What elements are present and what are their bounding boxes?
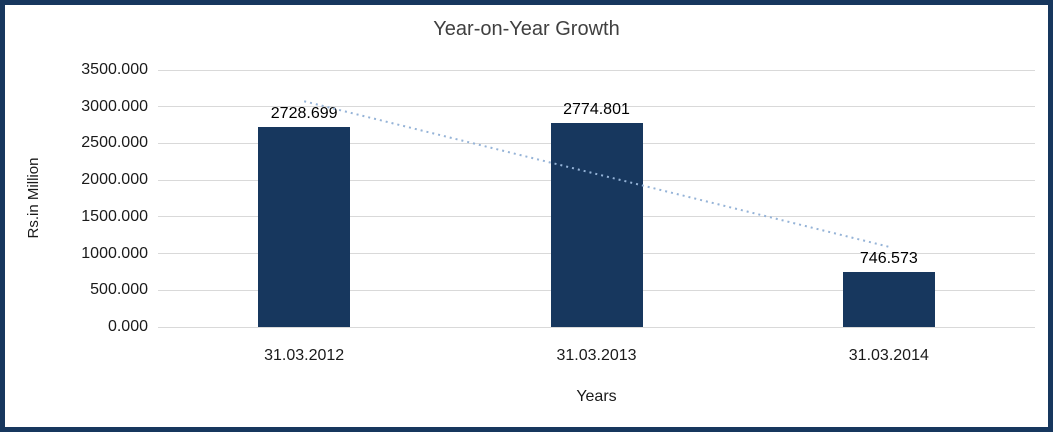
y-axis-tick-label: 0.000 — [107, 318, 148, 335]
y-axis-tick-label: 500.000 — [90, 281, 148, 299]
bar — [842, 272, 935, 327]
bar-data-label: 2774.801 — [563, 101, 630, 119]
y-axis-tick-label: 3500.000 — [81, 61, 148, 78]
gridline — [158, 69, 1035, 71]
y-axis-tick-label: 1500.000 — [81, 207, 148, 225]
x-axis-tick-label: 31.03.2014 — [848, 347, 929, 364]
y-axis-tick-label: 2000.000 — [81, 171, 148, 189]
x-axis-title: Years — [576, 388, 617, 405]
bar-data-label: 2728.699 — [270, 104, 338, 122]
y-axis-tick-label: 2500.000 — [81, 134, 148, 152]
y-axis-tick-label: 1000.000 — [81, 244, 148, 262]
trendline — [303, 100, 890, 248]
x-axis-tick-label: 31.03.2013 — [556, 347, 637, 364]
gridline — [158, 326, 1035, 328]
bar — [258, 126, 351, 327]
gridline — [158, 106, 1035, 108]
chart-title: Year-on-Year Growth — [433, 18, 620, 40]
bar — [550, 123, 643, 327]
x-axis-tick-label: 31.03.2012 — [264, 347, 345, 364]
bar-data-label: 746.573 — [859, 250, 918, 268]
y-axis-tick-label: 3000.000 — [81, 97, 148, 115]
